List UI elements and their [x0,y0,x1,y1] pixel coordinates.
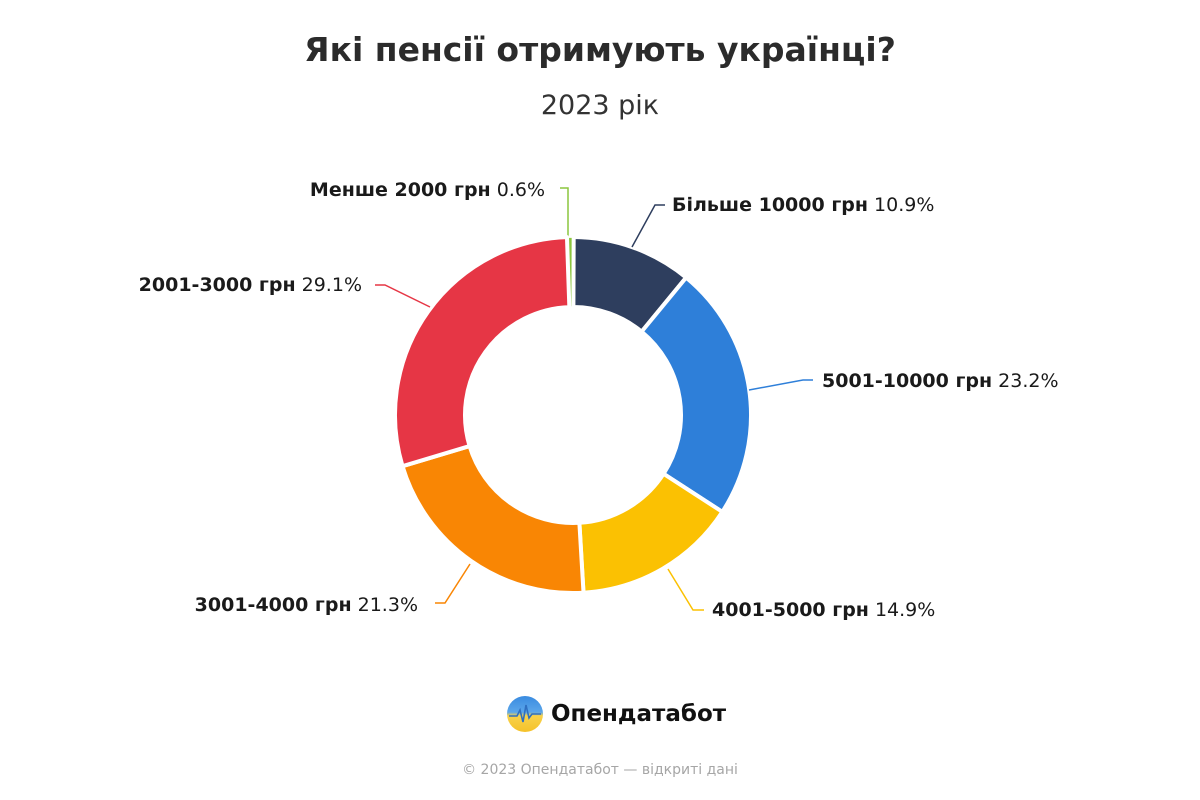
slice-value: 23.2% [992,370,1059,392]
leader-line [667,568,704,611]
slice-category: 3001-4000 грн [194,594,352,616]
slice-value: 10.9% [867,194,935,216]
slice-label: 3001-4000 грн 21.3% [195,593,418,617]
footer-copyright: © 2023 Опендатабот — відкриті дані [462,762,738,778]
chart-subtitle: 2023 рік [540,90,660,121]
slice-value: 21.3% [351,594,418,616]
slice-value: 0.6% [490,179,545,201]
slice-value: 29.1% [295,274,362,296]
leader-line [560,187,569,238]
leader-line [375,284,431,308]
slice-category: 5001-10000 грн [822,370,993,392]
slice-value: 14.9% [868,599,936,621]
leader-line [435,563,471,604]
slice-label: 5001-10000 грн 23.2% [822,369,1059,393]
logo-text: Опендатабот [551,701,727,727]
slice-label: 2001-3000 грн 29.1% [139,273,362,297]
donut-slice [400,444,586,595]
slice-category: 2001-3000 грн [138,274,296,296]
donut-slice [639,275,753,514]
brand-logo: Опендатабот [507,696,726,732]
slice-category: 4001-5000 грн [712,599,869,621]
slice-label: Менше 2000 грн 0.6% [310,178,545,202]
slice-label: 4001-5000 грн 14.9% [712,598,935,622]
slice-label: Більше 10000 грн 10.9% [672,193,934,217]
chart-title: Які пенсії отримують українці? [304,30,896,69]
leader-line [631,204,665,248]
slice-category: Менше 2000 грн [309,179,491,201]
donut-slice [393,235,572,469]
leader-line [748,379,813,391]
slice-category: Більше 10000 грн [672,194,868,216]
logo-icon [507,696,543,732]
